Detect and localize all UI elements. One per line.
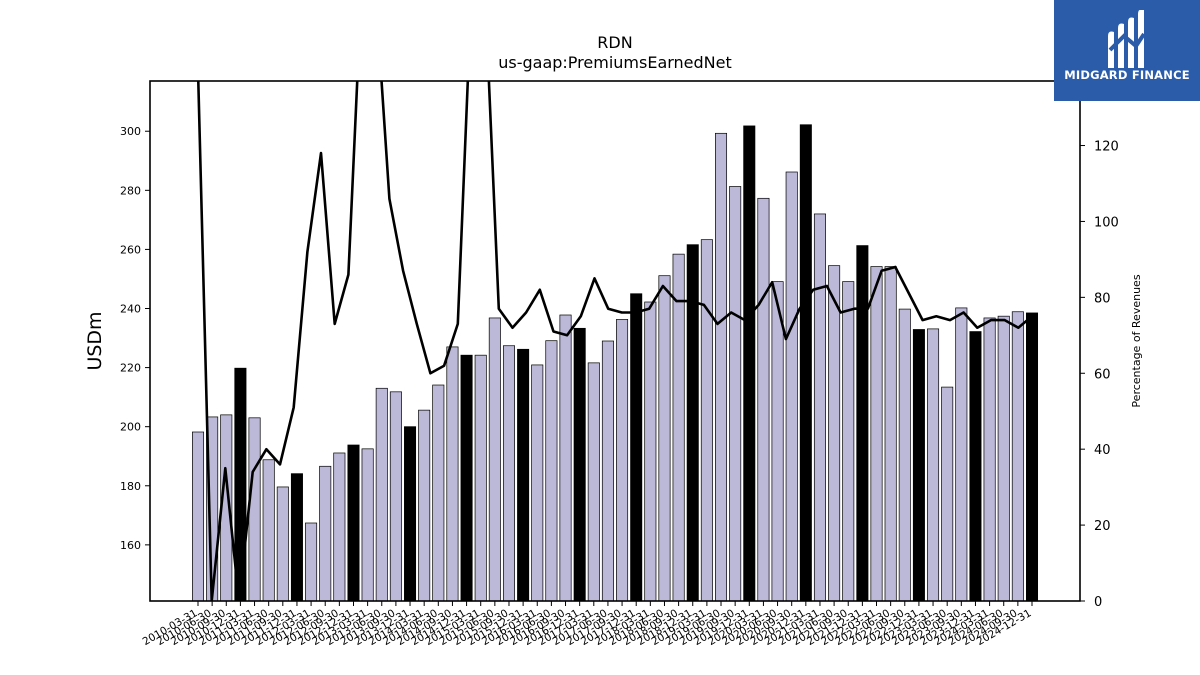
y2-tick-label: 120 bbox=[1094, 140, 1119, 155]
bar bbox=[234, 367, 247, 601]
bar bbox=[898, 308, 911, 601]
y2-axis-label: Percentage of Revenues bbox=[1130, 274, 1143, 407]
bar bbox=[799, 124, 812, 601]
y-tick-label: 180 bbox=[120, 480, 141, 493]
logo-text: MIDGARD FINANCE bbox=[1064, 68, 1190, 82]
bar bbox=[743, 125, 756, 601]
bar bbox=[389, 391, 402, 601]
bar bbox=[305, 522, 318, 601]
bar bbox=[785, 171, 798, 601]
bar bbox=[927, 328, 940, 601]
bar bbox=[771, 281, 784, 601]
bar bbox=[559, 314, 572, 601]
chart-subtitle: us-gaap:PremiumsEarnedNet bbox=[498, 53, 732, 72]
percentage-line bbox=[196, 81, 1033, 601]
bar bbox=[460, 354, 473, 601]
bar bbox=[616, 319, 629, 601]
chart-title: RDN bbox=[597, 33, 632, 52]
y-tick-label: 200 bbox=[120, 421, 141, 434]
plot-frame bbox=[149, 80, 1081, 602]
y-tick-label: 160 bbox=[120, 539, 141, 552]
bar bbox=[729, 186, 742, 601]
bar bbox=[432, 384, 445, 601]
axes-layer: 1601802002202402602803000204060801001202… bbox=[120, 80, 1119, 648]
bar bbox=[545, 340, 558, 601]
bar bbox=[361, 448, 374, 601]
y-tick-label: 220 bbox=[120, 362, 141, 375]
line-layer bbox=[196, 81, 1033, 601]
bar bbox=[715, 132, 728, 601]
bar bbox=[686, 244, 699, 601]
bar bbox=[262, 459, 275, 601]
bar bbox=[1011, 311, 1024, 601]
bar bbox=[757, 197, 770, 601]
bar bbox=[404, 426, 417, 601]
bar bbox=[672, 253, 685, 601]
bar bbox=[347, 444, 360, 601]
y-tick-label: 300 bbox=[120, 125, 141, 138]
bar bbox=[517, 348, 530, 601]
bar bbox=[644, 301, 657, 601]
bar bbox=[997, 315, 1010, 601]
logo: MIDGARD FINANCE bbox=[1054, 0, 1200, 101]
bars-layer bbox=[192, 124, 1039, 601]
bar bbox=[319, 465, 332, 601]
bar bbox=[573, 327, 586, 601]
y2-tick-label: 100 bbox=[1094, 215, 1119, 230]
bar bbox=[983, 317, 996, 601]
bar bbox=[192, 431, 205, 601]
y-tick-label: 240 bbox=[120, 303, 141, 316]
bar bbox=[658, 275, 671, 601]
bar bbox=[276, 486, 289, 601]
bar bbox=[601, 340, 614, 601]
bar bbox=[290, 473, 303, 601]
bar bbox=[912, 329, 925, 601]
bar bbox=[1025, 312, 1039, 601]
bar bbox=[502, 345, 515, 601]
bar bbox=[587, 362, 600, 601]
bar bbox=[531, 364, 544, 601]
bar bbox=[969, 331, 982, 601]
bar bbox=[842, 281, 855, 601]
bar bbox=[700, 239, 713, 601]
bar bbox=[248, 417, 261, 601]
y-tick-label: 280 bbox=[120, 184, 141, 197]
bar bbox=[488, 317, 501, 601]
bar bbox=[828, 265, 841, 601]
bar bbox=[941, 386, 954, 601]
bar bbox=[856, 245, 869, 601]
y2-tick-label: 80 bbox=[1094, 291, 1111, 306]
bar bbox=[474, 354, 487, 601]
bar bbox=[870, 266, 883, 601]
bar bbox=[333, 452, 346, 601]
logo-mark-icon bbox=[1108, 10, 1146, 68]
y-tick-label: 260 bbox=[120, 243, 141, 256]
bar bbox=[630, 293, 643, 601]
bar bbox=[955, 307, 968, 601]
y2-tick-label: 60 bbox=[1094, 367, 1111, 382]
y2-tick-label: 0 bbox=[1094, 595, 1102, 610]
bar bbox=[813, 213, 826, 601]
bar bbox=[884, 266, 897, 601]
bar bbox=[418, 409, 431, 601]
y-axis-label: USDm bbox=[84, 311, 106, 370]
bar bbox=[375, 387, 388, 601]
bar bbox=[446, 346, 459, 601]
bar bbox=[206, 416, 219, 601]
y2-tick-label: 20 bbox=[1094, 519, 1111, 534]
y2-tick-label: 40 bbox=[1094, 443, 1111, 458]
